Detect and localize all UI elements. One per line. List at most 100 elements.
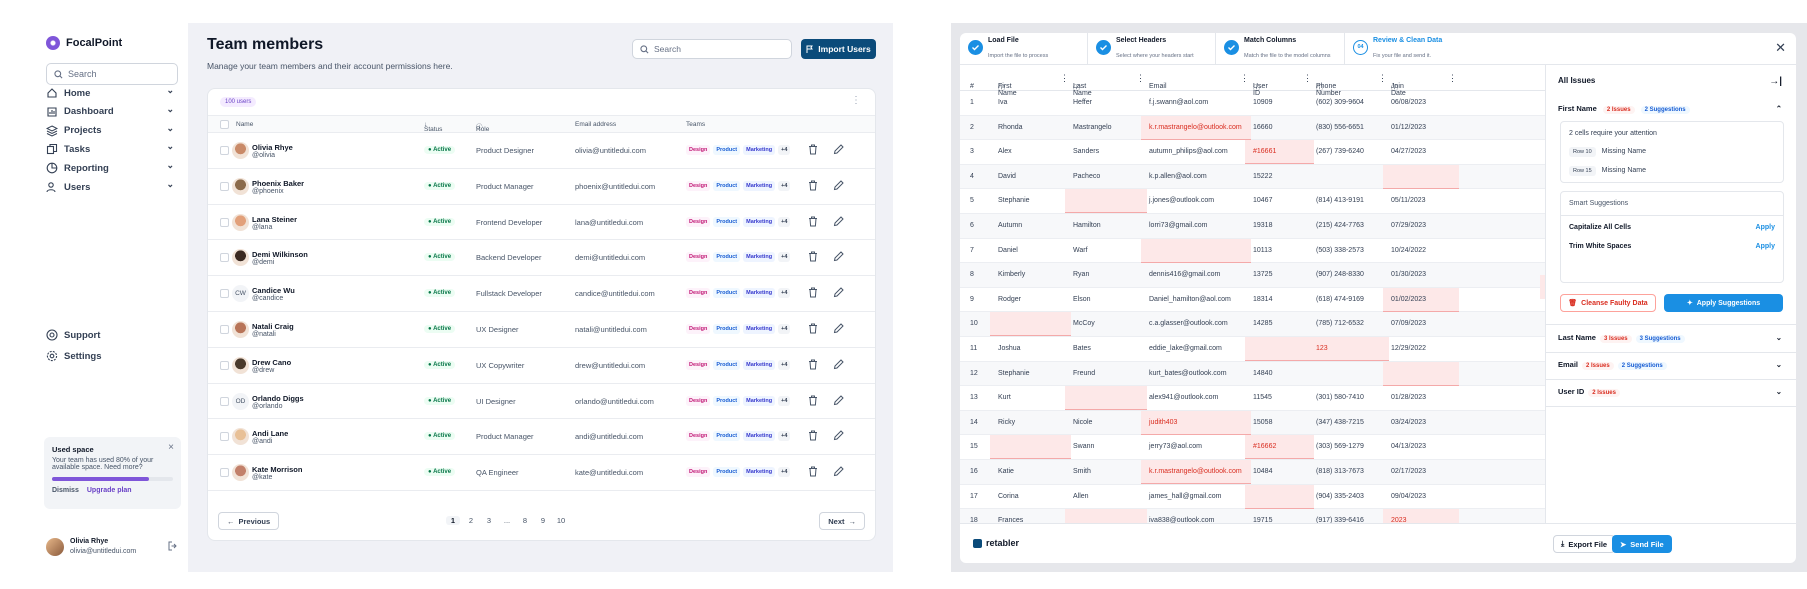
column-menu-icon[interactable]: ⋮ — [1303, 73, 1312, 83]
grid-cell[interactable]: (814) 413-9191 — [1316, 197, 1364, 205]
grid-cell[interactable]: iva838@outlook.com — [1149, 517, 1215, 523]
more-options-icon[interactable]: ⋮ — [851, 95, 861, 106]
grid-cell[interactable]: Daniel_hamilton@aol.com — [1149, 295, 1231, 303]
nav-item-tasks[interactable]: Tasks ⌄ — [46, 141, 178, 155]
row-checkbox[interactable] — [220, 289, 229, 299]
apply-suggestions-button[interactable]: ✦ Apply Suggestions — [1664, 294, 1783, 312]
error-cell[interactable] — [1245, 435, 1314, 460]
edit-icon[interactable] — [833, 144, 844, 155]
grid-cell[interactable]: (785) 712-6532 — [1316, 320, 1364, 328]
grid-cell[interactable]: Bates — [1073, 345, 1091, 352]
grid-cell[interactable]: (830) 556-6651 — [1316, 123, 1364, 131]
import-users-button[interactable]: Import Users — [801, 39, 876, 59]
chevron-down-icon[interactable]: ⌄ — [166, 85, 174, 95]
error-cell[interactable] — [1141, 238, 1251, 263]
error-cell[interactable] — [1141, 460, 1251, 484]
grid-cell[interactable]: kurt_bates@outlook.com — [1149, 369, 1227, 377]
grid-cell[interactable]: 2023 — [1391, 517, 1407, 523]
cleanse-faulty-data-button[interactable]: 🗑 Cleanse Faulty Data — [1560, 294, 1656, 312]
grid-cell[interactable]: Kimberly — [998, 271, 1026, 279]
grid-cell[interactable]: Stephanie — [998, 197, 1030, 205]
brand[interactable]: FocalPoint — [46, 36, 122, 50]
grid-cell[interactable]: 16660 — [1253, 123, 1273, 131]
row-checkbox[interactable] — [220, 396, 229, 406]
grid-cell[interactable]: 10467 — [1253, 197, 1273, 205]
apply-button[interactable]: Apply — [1755, 243, 1775, 250]
error-cell[interactable] — [1065, 189, 1147, 214]
grid-cell[interactable]: #16661 — [1253, 148, 1277, 156]
grid-cell[interactable]: (347) 438-7215 — [1316, 418, 1364, 426]
column-menu-icon[interactable]: ⋮ — [1378, 73, 1387, 83]
dismiss-button[interactable]: Dismiss — [52, 487, 79, 494]
grid-cell[interactable]: 123 — [1316, 345, 1328, 352]
trash-icon[interactable] — [808, 359, 818, 370]
grid-cell[interactable]: k.p.allen@aol.com — [1149, 172, 1207, 180]
grid-cell[interactable]: 18314 — [1253, 295, 1273, 303]
grid-cell[interactable]: c.a.glasser@outlook.com — [1149, 320, 1228, 328]
grid-cell[interactable]: 15058 — [1253, 418, 1273, 426]
error-cell[interactable] — [1383, 509, 1459, 523]
grid-cell[interactable]: 12/29/2022 — [1391, 345, 1427, 352]
page-number[interactable]: 8 — [522, 516, 528, 525]
grid-cell[interactable]: (618) 474-9169 — [1316, 295, 1364, 303]
row-checkbox[interactable] — [220, 325, 229, 334]
export-file-button[interactable]: ⤓ Export File — [1553, 535, 1616, 553]
edit-icon[interactable] — [833, 323, 844, 334]
step-3[interactable]: Match Columns Match the file to the model… — [1216, 33, 1345, 64]
grid-cell[interactable]: Katie — [998, 468, 1014, 475]
page-number[interactable]: 3 — [486, 516, 492, 525]
trash-icon[interactable] — [808, 466, 818, 477]
trash-icon[interactable] — [808, 180, 818, 191]
error-cell[interactable] — [990, 312, 1071, 337]
column-menu-icon[interactable]: ⋮ — [1448, 73, 1457, 83]
grid-cell[interactable]: (907) 248-8330 — [1316, 271, 1364, 279]
error-cell[interactable] — [1245, 337, 1314, 361]
chevron-down-icon[interactable]: ⌄ — [166, 160, 174, 171]
row-checkbox[interactable] — [220, 217, 229, 227]
edit-icon[interactable] — [833, 430, 844, 441]
issue-section-user-id[interactable]: User ID 2 Issues ⌄ — [1558, 387, 1786, 397]
issue-section-email[interactable]: Email 2 Issues 2 Suggestions ⌄ — [1558, 360, 1786, 370]
previous-button[interactable]: ← Previous — [218, 512, 280, 530]
grid-cell[interactable]: (267) 739-6240 — [1316, 148, 1364, 156]
grid-cell[interactable]: f.j.swann@aol.com — [1149, 99, 1209, 106]
grid-cell[interactable]: Hamilton — [1073, 222, 1101, 229]
issue-section-last-name[interactable]: Last Name 3 Issues 3 Suggestions ⌄ — [1558, 333, 1786, 343]
grid-cell[interactable]: Rodger — [998, 295, 1021, 303]
trash-icon[interactable] — [808, 395, 818, 406]
chevron-down-icon[interactable]: ⌄ — [166, 103, 174, 114]
grid-cell[interactable]: Smith — [1073, 468, 1091, 475]
sidebar-search-input[interactable]: Search — [46, 63, 178, 85]
row-checkbox[interactable] — [220, 146, 229, 155]
edit-icon[interactable] — [833, 359, 844, 370]
grid-cell[interactable]: 01/02/2023 — [1391, 295, 1427, 303]
error-cell[interactable] — [1383, 164, 1459, 189]
issue-item[interactable]: Row 10 Missing Name — [1569, 147, 1775, 157]
grid-cell[interactable]: Alex — [998, 148, 1012, 156]
nav-item-projects[interactable]: Projects ⌄ — [46, 122, 178, 137]
chevron-down-icon[interactable]: ⌄ — [166, 122, 174, 133]
chevron-down-icon[interactable]: ⌄ — [1775, 387, 1782, 396]
grid-cell[interactable]: 19715 — [1253, 517, 1273, 523]
grid-cell[interactable]: (301) 580-7410 — [1316, 394, 1364, 402]
grid-cell[interactable]: 15222 — [1253, 172, 1273, 180]
grid-cell[interactable]: Autumn — [998, 222, 1023, 229]
edit-icon[interactable] — [833, 466, 844, 477]
collapse-panel-icon[interactable]: →| — [1769, 76, 1782, 87]
account-footer[interactable]: Olivia Rhye olivia@untitledui.com — [46, 537, 178, 557]
chevron-down-icon[interactable]: ⌄ — [1775, 333, 1782, 342]
grid-cell[interactable]: autumn_philips@aol.com — [1149, 148, 1228, 156]
row-checkbox[interactable] — [220, 181, 229, 191]
error-cell[interactable] — [1245, 484, 1314, 509]
grid-cell[interactable]: j.jones@outlook.com — [1149, 197, 1215, 205]
nav-item-settings[interactable]: Settings — [46, 350, 178, 362]
grid-cell[interactable]: (303) 569-1279 — [1316, 443, 1364, 451]
grid-cell[interactable]: dennis416@gmail.com — [1149, 271, 1221, 279]
issue-item[interactable]: Row 15 Missing Name — [1569, 166, 1775, 176]
grid-cell[interactable]: judith403 — [1149, 418, 1178, 426]
grid-cell[interactable]: Sanders — [1073, 148, 1100, 156]
error-cell[interactable] — [1065, 386, 1147, 411]
nav-item-support[interactable]: Support — [46, 329, 178, 341]
grid-cell[interactable]: 01/12/2023 — [1391, 123, 1427, 131]
grid-cell[interactable]: k.r.mastrangelo@outlook.com — [1149, 123, 1242, 131]
